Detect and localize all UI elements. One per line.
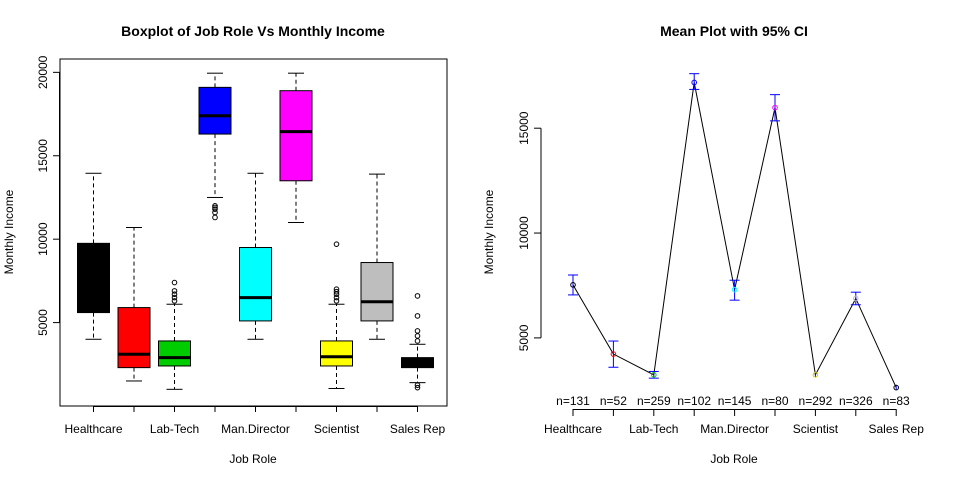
outlier-point <box>414 333 421 339</box>
n-count-label: n=52 <box>600 394 627 408</box>
right-x-tick-label: Scientist <box>793 422 839 436</box>
ci-group <box>850 291 861 306</box>
outlier-point <box>212 214 218 221</box>
outlier-point <box>414 293 421 299</box>
box-group <box>198 72 232 221</box>
mean-point <box>853 295 859 302</box>
box-group <box>320 241 353 389</box>
right-x-tick-label: Sales Rep <box>869 422 925 436</box>
right-x-tick-label: Lab-Tech <box>629 422 678 436</box>
outlier-point <box>333 286 340 293</box>
box-group <box>239 172 272 340</box>
ci-group <box>770 94 780 122</box>
outlier-point <box>171 279 178 286</box>
left-x-tick-label: Healthcare <box>64 422 122 436</box>
mean-point <box>812 372 819 378</box>
outlier-point <box>414 338 421 344</box>
outlier-point <box>333 288 340 295</box>
box-group <box>401 293 434 391</box>
n-count-label: n=259 <box>637 394 671 408</box>
box-group <box>158 279 191 390</box>
left-y-tick-label: 20000 <box>36 55 50 89</box>
mean-point <box>691 79 698 86</box>
box <box>320 340 353 367</box>
ci-group <box>689 73 700 90</box>
left-y-tick-label: 10000 <box>36 222 50 256</box>
right-x-tick-label: Healthcare <box>544 422 602 436</box>
ci-group <box>648 370 659 379</box>
left-x-tick-label: Lab-Tech <box>150 422 199 436</box>
box <box>279 90 313 182</box>
outlier-point <box>171 291 178 298</box>
left-x-axis-label: Job Role <box>229 452 277 466</box>
right-y-tick-label: 5000 <box>517 324 531 351</box>
left-boxplot: 5000 10000 15000 20000 Healthcare Lab-Tech Man… <box>36 55 448 436</box>
left-y-tick-label: 15000 <box>36 139 50 173</box>
n-count-label: n=326 <box>839 394 873 408</box>
right-y-tick-label: 15000 <box>517 111 531 145</box>
mean-point <box>610 351 617 357</box>
left-y-axis-label: Monthly Income <box>2 189 16 274</box>
mean-point <box>731 286 738 293</box>
outlier-point <box>171 298 178 304</box>
ci-group <box>568 274 578 296</box>
box <box>158 340 191 367</box>
box <box>239 247 272 322</box>
box-group <box>360 173 394 340</box>
outlier-point <box>333 298 340 304</box>
right-x-tick-label: Man.Director <box>700 422 769 436</box>
n-count-label: n=102 <box>677 394 711 408</box>
right-chart-title: Mean Plot with 95% CI <box>660 23 808 39</box>
n-count-label: n=131 <box>556 394 590 408</box>
right-mean-plot: 5000 10000 15000 Healthcare Lab-Tech Man.Dire… <box>517 73 925 436</box>
outlier-point <box>333 241 340 247</box>
right-y-tick-label: 10000 <box>517 216 531 250</box>
left-x-tick-label: Scientist <box>314 422 360 436</box>
outlier-point <box>414 328 421 334</box>
ci-group <box>729 279 740 301</box>
outlier-point <box>414 384 421 391</box>
left-x-tick-label: Sales Rep <box>390 422 446 436</box>
right-y-axis-label: Monthly Income <box>482 189 496 274</box>
box-group <box>279 72 313 223</box>
box <box>360 262 394 322</box>
outlier-point <box>212 203 218 209</box>
outlier-point <box>212 204 218 211</box>
ci-group <box>893 384 900 391</box>
mean-point <box>651 372 657 378</box>
n-count-label: n=80 <box>761 394 788 408</box>
mean-point <box>772 104 778 111</box>
n-count-label: n=292 <box>799 394 833 408</box>
box-group <box>117 226 151 382</box>
box-group <box>77 172 110 340</box>
outlier-point <box>333 294 340 301</box>
mean-point <box>893 384 900 391</box>
n-count-label: n=145 <box>718 394 752 408</box>
outlier-point <box>171 294 178 301</box>
n-count-label: n=83 <box>883 394 910 408</box>
ci-group <box>812 372 819 378</box>
left-x-tick-label: Man.Director <box>221 422 290 436</box>
box <box>198 86 232 135</box>
right-x-axis-label: Job Role <box>710 452 758 466</box>
mean-line <box>572 82 897 388</box>
left-y-tick-label: 5000 <box>36 309 50 336</box>
box <box>117 307 151 369</box>
ci-group <box>608 340 619 368</box>
outlier-point <box>414 313 421 319</box>
outlier-point <box>212 206 218 212</box>
mean-point <box>570 282 576 288</box>
outlier-point <box>171 288 178 294</box>
left-chart-title: Boxplot of Job Role Vs Monthly Income <box>121 23 385 39</box>
outlier-point <box>414 382 421 388</box>
